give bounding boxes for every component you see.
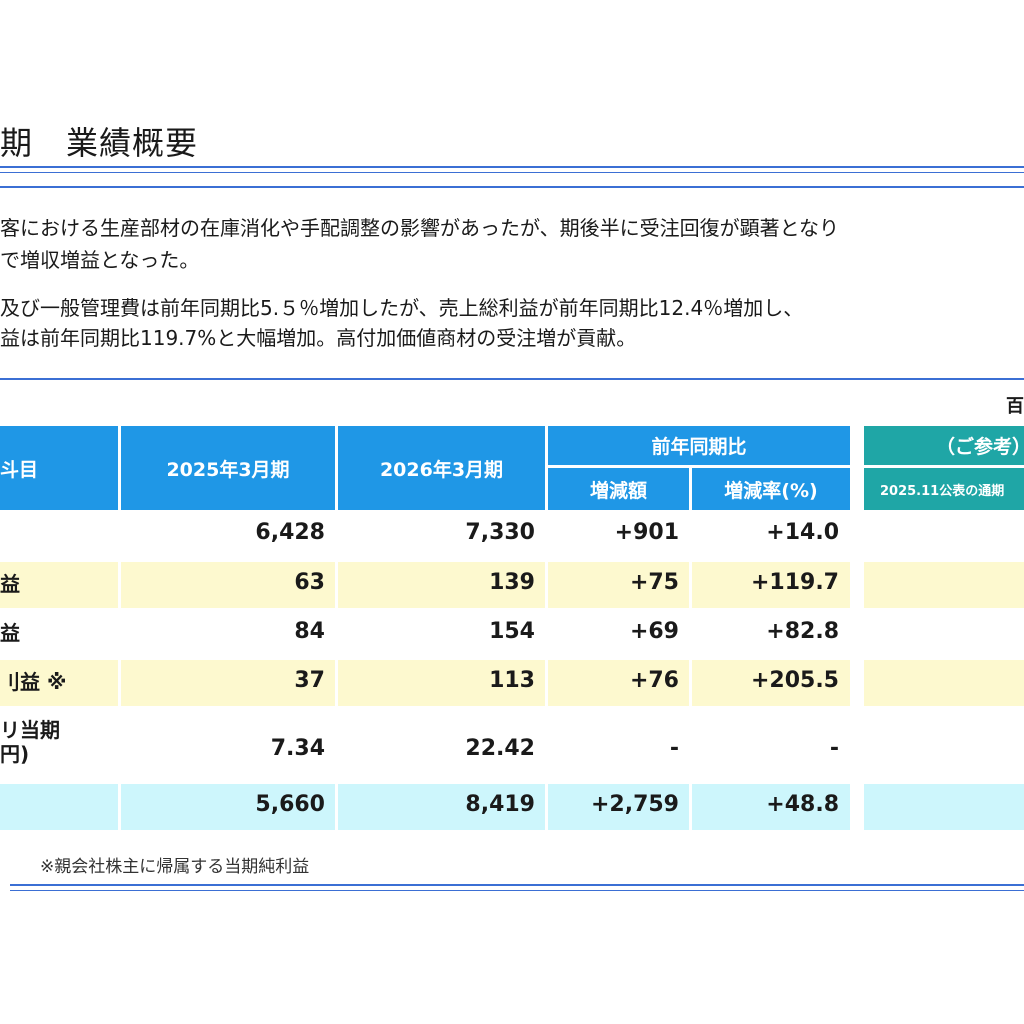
table-row — [0, 660, 850, 706]
row-fy2026: 139 — [489, 570, 535, 595]
row-fy2026: 22.42 — [465, 736, 535, 761]
row-fy2025: 5,660 — [255, 792, 325, 817]
table-row — [0, 709, 850, 781]
divider-rule — [0, 186, 1024, 188]
row-diff: +76 — [629, 668, 679, 693]
header-ref-sub: 2025.11公表の通期 — [864, 468, 1024, 510]
row-label: 益 — [0, 572, 20, 596]
summary-line-3: 及び一般管理費は前年同期比5.５％増加したが、売上総利益が前年同期比12.4％増… — [0, 296, 804, 320]
title-rule-bottom — [0, 172, 1024, 173]
row-rate: +82.8 — [766, 619, 839, 644]
row-fy2026: 7,330 — [465, 520, 535, 545]
ref-cell — [864, 784, 1024, 830]
header-fy2026-label: 2026年3月期 — [379, 458, 504, 481]
bottom-rule-top — [10, 884, 1024, 886]
column-separator — [545, 512, 548, 830]
header-item: 斗目 — [0, 426, 118, 510]
title-rule-top — [0, 166, 1024, 168]
row-diff: +69 — [629, 619, 679, 644]
row-label: 益 — [0, 621, 20, 645]
header-rate: 増減率(%) — [692, 468, 850, 510]
table-row — [0, 562, 850, 608]
header-ref: （ご参考） — [864, 426, 1024, 465]
row-rate: +119.7 — [750, 570, 839, 595]
row-diff: - — [669, 736, 679, 761]
summary-line-2: で増収増益となった。 — [0, 248, 200, 272]
row-label: リ当期 円) — [0, 718, 60, 766]
page-title: 期 業績概要 — [0, 124, 199, 162]
row-rate: +205.5 — [750, 668, 839, 693]
header-yoy: 前年同期比 — [548, 426, 850, 465]
row-rate: +48.8 — [766, 792, 839, 817]
row-fy2025: 7.34 — [270, 736, 325, 761]
column-separator — [335, 512, 338, 830]
row-rate: +14.0 — [766, 520, 839, 545]
row-fy2025: 37 — [294, 668, 325, 693]
table-row — [0, 611, 850, 657]
header-fy2025: 2025年3月期 — [121, 426, 335, 510]
header-item-label: 斗目 — [0, 458, 39, 481]
table-row — [0, 784, 850, 830]
column-separator — [118, 512, 121, 830]
row-diff: +901 — [614, 520, 679, 545]
column-separator — [689, 512, 692, 830]
header-rate-label: 増減率(%) — [724, 479, 818, 502]
row-fy2026: 8,419 — [465, 792, 535, 817]
header-diff-label: 増減額 — [589, 479, 647, 502]
ref-cell — [864, 660, 1024, 706]
header-ref-label: （ご参考） — [936, 436, 1024, 458]
header-fy2026: 2026年3月期 — [338, 426, 545, 510]
row-diff: +75 — [629, 570, 679, 595]
row-fy2025: 63 — [294, 570, 325, 595]
ref-cell — [864, 562, 1024, 608]
row-rate: - — [829, 736, 839, 761]
footnote: ※親会社株主に帰属する当期純利益 — [40, 857, 310, 877]
row-fy2026: 113 — [489, 668, 535, 693]
summary-line-1: 客における生産部材の在庫消化や手配調整の影響があったが、期後半に受注回復が顕著と… — [0, 216, 839, 240]
table-row — [0, 512, 850, 558]
header-ref-sub-label: 2025.11公表の通期 — [880, 483, 1005, 499]
row-diff: +2,759 — [590, 792, 679, 817]
row-label: 刂益 ※ — [0, 670, 67, 694]
section-rule — [0, 378, 1024, 380]
header-diff: 増減額 — [548, 468, 689, 510]
unit-label: 百 — [1006, 396, 1024, 417]
row-fy2026: 154 — [489, 619, 535, 644]
bottom-rule-bottom — [10, 890, 1024, 891]
row-fy2025: 6,428 — [255, 520, 325, 545]
header-yoy-label: 前年同期比 — [651, 436, 747, 458]
summary-line-4: 益は前年同期比119.7%と大幅増加。高付加価値商材の受注増が貢献。 — [0, 326, 637, 350]
row-fy2025: 84 — [294, 619, 325, 644]
header-fy2025-label: 2025年3月期 — [166, 458, 290, 481]
